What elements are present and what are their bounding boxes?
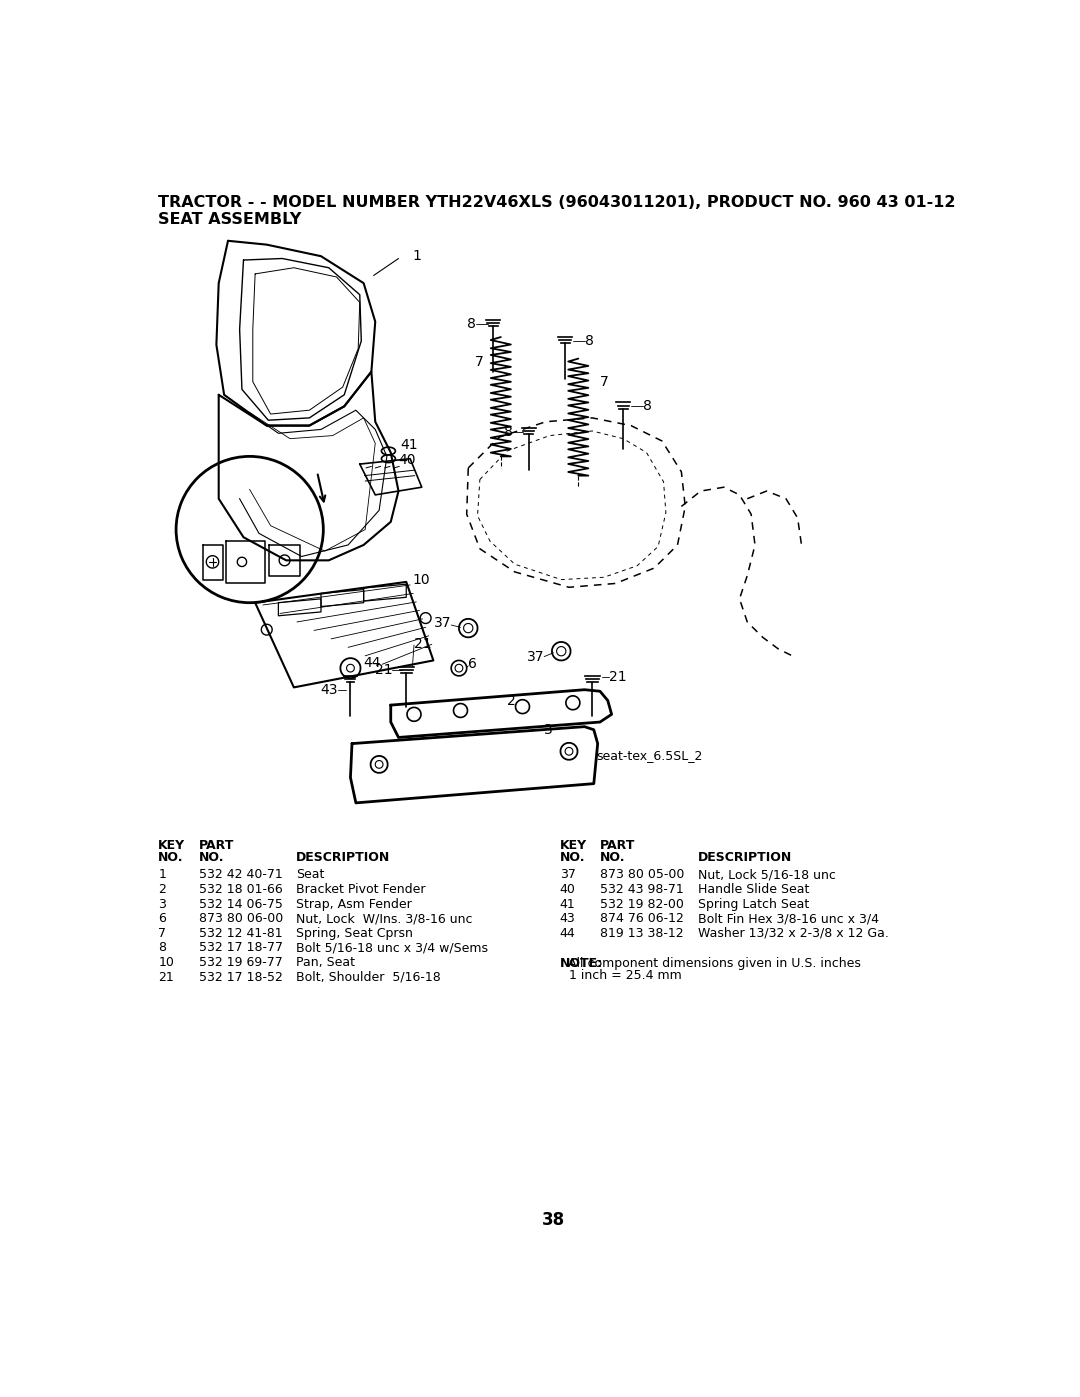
Text: 532 14 06-75: 532 14 06-75 <box>199 898 283 911</box>
Text: Washer 13/32 x 2-3/8 x 12 Ga.: Washer 13/32 x 2-3/8 x 12 Ga. <box>698 926 889 940</box>
Text: KEY: KEY <box>159 840 186 852</box>
Text: 44: 44 <box>559 926 576 940</box>
Text: 41: 41 <box>559 898 576 911</box>
Text: 532 43 98-71: 532 43 98-71 <box>600 883 684 895</box>
Text: 532 18 01-66: 532 18 01-66 <box>199 883 282 895</box>
Text: 7: 7 <box>159 926 166 940</box>
Text: 532 19 82-00: 532 19 82-00 <box>600 898 684 911</box>
Text: 874 76 06-12: 874 76 06-12 <box>600 912 684 925</box>
Text: 40: 40 <box>399 453 416 467</box>
Text: Bracket Pivot Fender: Bracket Pivot Fender <box>296 883 426 895</box>
Text: TRACTOR - - MODEL NUMBER YTH22V46XLS (96043011201), PRODUCT NO. 960 43 01-12: TRACTOR - - MODEL NUMBER YTH22V46XLS (96… <box>159 194 956 210</box>
Text: 819 13 38-12: 819 13 38-12 <box>600 926 684 940</box>
Text: Spring Latch Seat: Spring Latch Seat <box>698 898 809 911</box>
Text: 40: 40 <box>559 883 576 895</box>
Text: 6: 6 <box>469 658 477 672</box>
Text: NO.: NO. <box>159 851 184 865</box>
Text: DESCRIPTION: DESCRIPTION <box>296 851 391 865</box>
Text: PART: PART <box>199 840 234 852</box>
Text: 43: 43 <box>559 912 576 925</box>
Text: SEAT ASSEMBLY: SEAT ASSEMBLY <box>159 212 301 228</box>
Text: 10: 10 <box>413 573 430 587</box>
Text: Bolt 5/16-18 unc x 3/4 w/Sems: Bolt 5/16-18 unc x 3/4 w/Sems <box>296 942 488 954</box>
Text: DESCRIPTION: DESCRIPTION <box>698 851 792 865</box>
Text: KEY: KEY <box>559 840 586 852</box>
Text: 8: 8 <box>468 317 476 331</box>
Text: 532 42 40-71: 532 42 40-71 <box>199 869 282 882</box>
Text: NO.: NO. <box>199 851 224 865</box>
Text: 2: 2 <box>507 694 516 708</box>
Text: 44: 44 <box>363 655 380 669</box>
Text: 38: 38 <box>542 1211 565 1229</box>
Text: 37: 37 <box>434 616 451 630</box>
Text: Handle Slide Seat: Handle Slide Seat <box>698 883 809 895</box>
Text: 7: 7 <box>474 355 483 369</box>
Text: 10: 10 <box>159 956 174 970</box>
Text: 1 inch = 25.4 mm: 1 inch = 25.4 mm <box>569 970 681 982</box>
Text: Nut, Lock 5/16-18 unc: Nut, Lock 5/16-18 unc <box>698 869 836 882</box>
Text: Spring, Seat Cprsn: Spring, Seat Cprsn <box>296 926 413 940</box>
Text: 2: 2 <box>159 883 166 895</box>
Text: NO.: NO. <box>600 851 625 865</box>
Text: Pan, Seat: Pan, Seat <box>296 956 355 970</box>
Text: 532 17 18-52: 532 17 18-52 <box>199 971 283 983</box>
Text: 37: 37 <box>559 869 576 882</box>
Text: 532 17 18-77: 532 17 18-77 <box>199 942 283 954</box>
Text: 21: 21 <box>414 637 432 651</box>
Text: 6: 6 <box>159 912 166 925</box>
Text: 8: 8 <box>643 400 651 414</box>
Text: Bolt, Shoulder  5/16-18: Bolt, Shoulder 5/16-18 <box>296 971 441 983</box>
Text: 8: 8 <box>584 334 593 348</box>
Text: NOTE:: NOTE: <box>559 957 603 970</box>
Text: 873 80 06-00: 873 80 06-00 <box>199 912 283 925</box>
Text: NO.: NO. <box>559 851 585 865</box>
Text: 8: 8 <box>503 425 512 439</box>
Text: 3: 3 <box>159 898 166 911</box>
Text: All component dimensions given in U.S. inches: All component dimensions given in U.S. i… <box>559 957 861 970</box>
Text: Seat: Seat <box>296 869 325 882</box>
Text: Nut, Lock  W/Ins. 3/8-16 unc: Nut, Lock W/Ins. 3/8-16 unc <box>296 912 473 925</box>
Text: 8: 8 <box>159 942 166 954</box>
Text: Bolt Fin Hex 3/8-16 unc x 3/4: Bolt Fin Hex 3/8-16 unc x 3/4 <box>698 912 879 925</box>
Text: 21: 21 <box>159 971 174 983</box>
Text: 873 80 05-00: 873 80 05-00 <box>600 869 685 882</box>
Text: 21: 21 <box>609 671 626 685</box>
Text: 532 19 69-77: 532 19 69-77 <box>199 956 282 970</box>
Text: seat-tex_6.5SL_2: seat-tex_6.5SL_2 <box>596 749 702 761</box>
Text: PART: PART <box>600 840 635 852</box>
Text: Strap, Asm Fender: Strap, Asm Fender <box>296 898 411 911</box>
Text: 1: 1 <box>159 869 166 882</box>
Text: 21: 21 <box>375 662 392 676</box>
Text: 532 12 41-81: 532 12 41-81 <box>199 926 282 940</box>
Text: 43: 43 <box>321 683 338 697</box>
Text: 37: 37 <box>527 650 544 664</box>
Text: 7: 7 <box>600 374 609 388</box>
Text: 1: 1 <box>413 249 421 263</box>
Text: 41: 41 <box>400 437 418 451</box>
Text: 3: 3 <box>544 722 553 736</box>
